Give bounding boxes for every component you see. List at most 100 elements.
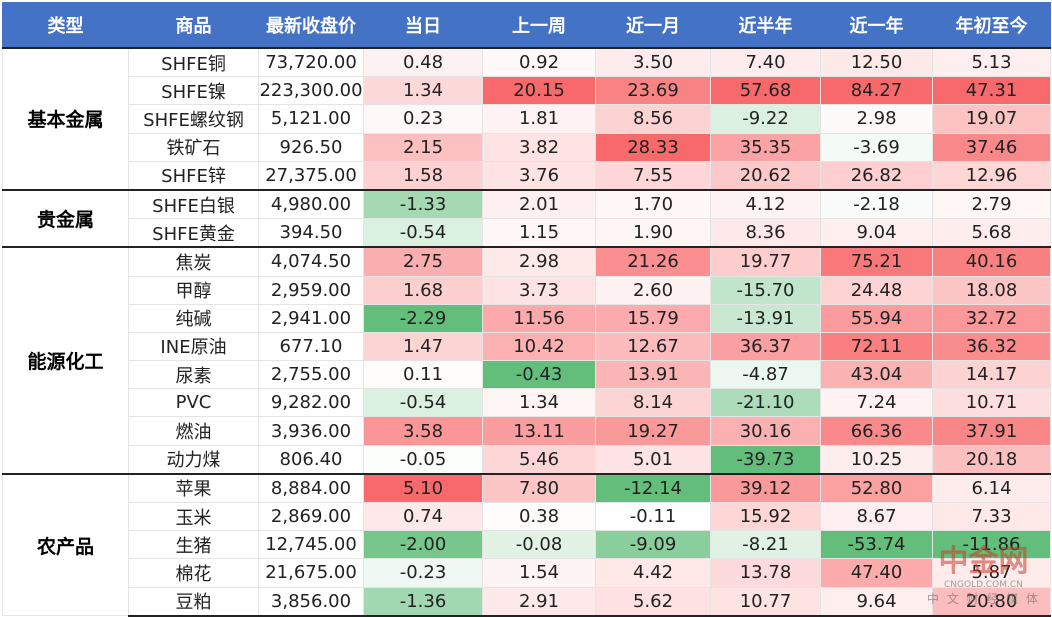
table-row: INE原油 677.10 1.47 10.42 12.67 36.37 72.11 36.32 bbox=[3, 331, 1051, 362]
change-cell: 2.79 bbox=[932, 188, 1051, 220]
product-cell: 棉花 bbox=[128, 558, 259, 588]
change-cell: 19.77 bbox=[710, 246, 821, 277]
change-cell: -4.87 bbox=[710, 360, 821, 390]
change-cell: 20.15 bbox=[482, 76, 596, 106]
change-cell: 2.98 bbox=[482, 246, 596, 277]
product-cell: 甲醇 bbox=[128, 275, 259, 305]
watermark-name: 中金网 bbox=[938, 544, 1029, 579]
price-cell: 394.50 bbox=[258, 218, 364, 248]
product-cell: SHFE镍 bbox=[128, 76, 259, 106]
table-row: PVC 9,282.00 -0.54 1.34 8.14 -21.10 7.24 10.71 bbox=[3, 388, 1051, 418]
change-cell: 0.48 bbox=[363, 47, 483, 78]
change-cell: 15.79 bbox=[595, 303, 711, 333]
price-cell: 223,300.00 bbox=[258, 76, 364, 106]
table-row: 尿素 2,755.00 0.11 -0.43 13.91 -4.87 43.04 14.17 bbox=[3, 360, 1051, 390]
change-cell: 1.54 bbox=[482, 558, 596, 588]
change-cell: 72.11 bbox=[820, 331, 933, 362]
change-cell: 7.33 bbox=[932, 501, 1051, 532]
price-cell: 926.50 bbox=[258, 132, 364, 162]
group-cell: 能源化工 bbox=[2, 246, 129, 475]
change-cell: 2.01 bbox=[482, 188, 596, 220]
product-cell: SHFE锌 bbox=[128, 160, 259, 191]
change-cell: 7.80 bbox=[482, 472, 596, 503]
change-cell: 0.11 bbox=[363, 360, 483, 390]
table-row: SHFE锌 27,375.00 1.58 3.76 7.55 20.62 26.82 12.9… bbox=[3, 160, 1051, 191]
group-cell: 农产品 bbox=[2, 472, 129, 617]
product-cell: 纯碱 bbox=[128, 303, 259, 333]
change-cell: 10.77 bbox=[710, 586, 821, 617]
price-cell: 3,856.00 bbox=[258, 586, 364, 617]
change-cell: 15.92 bbox=[710, 501, 821, 532]
change-cell: 4.12 bbox=[710, 188, 821, 220]
change-cell: 12.67 bbox=[595, 331, 711, 362]
change-cell: 47.40 bbox=[820, 558, 933, 588]
change-cell: 2.60 bbox=[595, 275, 711, 305]
watermark-tagline: 中 文 财 经 媒 体 bbox=[926, 592, 1040, 606]
table-row: 豆粕 3,856.00 -1.36 2.91 5.62 10.77 9.64 20.80 bbox=[3, 586, 1051, 617]
change-cell: 13.78 bbox=[710, 558, 821, 588]
change-cell: 5.46 bbox=[482, 444, 596, 475]
change-cell: -9.22 bbox=[710, 104, 821, 134]
watermark: 中金网 CNGOLD.COM.CN 中 文 财 经 媒 体 bbox=[927, 536, 1040, 607]
product-cell: 玉米 bbox=[128, 501, 259, 532]
price-cell: 8,884.00 bbox=[258, 472, 364, 503]
change-cell: -0.08 bbox=[482, 530, 596, 560]
change-cell: 8.67 bbox=[820, 501, 933, 532]
price-cell: 5,121.00 bbox=[258, 104, 364, 134]
table-row: 能源化工 焦炭 4,074.50 2.75 2.98 21.26 19.77 75.21 40.… bbox=[2, 246, 1051, 475]
change-cell: 1.70 bbox=[595, 188, 711, 220]
change-cell: 5.87 bbox=[932, 558, 1051, 588]
change-cell: 5.10 bbox=[363, 472, 483, 503]
price-cell: 21,675.00 bbox=[258, 558, 364, 588]
change-cell: 12.96 bbox=[932, 160, 1051, 191]
price-cell: 9,282.00 bbox=[258, 388, 364, 418]
change-cell: 9.64 bbox=[820, 586, 933, 617]
change-cell: 11.56 bbox=[482, 303, 596, 333]
change-cell: 3.58 bbox=[363, 416, 483, 446]
change-cell: 36.32 bbox=[932, 331, 1051, 362]
change-cell: 6.14 bbox=[932, 472, 1051, 503]
change-cell: 3.82 bbox=[482, 132, 596, 162]
change-cell: -8.21 bbox=[710, 530, 821, 560]
product-cell: SHFE白银 bbox=[128, 188, 259, 220]
change-cell: 3.73 bbox=[482, 275, 596, 305]
price-cell: 4,980.00 bbox=[258, 188, 364, 220]
group-cell: 贵金属 bbox=[2, 188, 129, 248]
table-row: 纯碱 2,941.00 -2.29 11.56 15.79 -13.91 55.94 32.7… bbox=[3, 303, 1051, 333]
change-cell: 0.23 bbox=[363, 104, 483, 134]
table-row: 棉花 21,675.00 -0.23 1.54 4.42 13.78 47.40 5.87 bbox=[3, 558, 1051, 588]
change-cell: 10.25 bbox=[820, 444, 933, 475]
change-cell: 36.37 bbox=[710, 331, 821, 362]
change-cell: 4.42 bbox=[595, 558, 711, 588]
product-cell: INE原油 bbox=[128, 331, 259, 362]
change-cell: 18.08 bbox=[932, 275, 1051, 305]
table-row: SHFE黄金 394.50 -0.54 1.15 1.90 8.36 9.04 5.68 bbox=[3, 218, 1051, 248]
table-row: 基本金属 SHFE铜 73,720.00 0.48 0.92 3.50 7.40 12.50 5… bbox=[2, 47, 1051, 191]
change-cell: 21.26 bbox=[595, 246, 711, 277]
change-cell: 28.33 bbox=[595, 132, 711, 162]
price-cell: 806.40 bbox=[258, 444, 364, 475]
change-cell: 19.07 bbox=[932, 104, 1051, 134]
change-cell: 35.35 bbox=[710, 132, 821, 162]
change-cell: 3.76 bbox=[482, 160, 596, 191]
header-cell: 近半年 bbox=[710, 2, 821, 49]
product-cell: 豆粕 bbox=[128, 586, 259, 617]
change-cell: -1.33 bbox=[363, 188, 483, 220]
price-cell: 677.10 bbox=[258, 331, 364, 362]
change-cell: 23.69 bbox=[595, 76, 711, 106]
change-cell: 7.40 bbox=[710, 47, 821, 78]
product-cell: SHFE铜 bbox=[128, 47, 259, 78]
change-cell: 5.01 bbox=[595, 444, 711, 475]
table-row: SHFE镍 223,300.00 1.34 20.15 23.69 57.68 84.27 4… bbox=[3, 76, 1051, 106]
change-cell: 1.81 bbox=[482, 104, 596, 134]
price-cell: 2,959.00 bbox=[258, 275, 364, 305]
change-cell: -53.74 bbox=[820, 530, 933, 560]
change-cell: -0.23 bbox=[363, 558, 483, 588]
change-cell: 5.13 bbox=[932, 47, 1051, 78]
header-cell: 当日 bbox=[363, 2, 483, 49]
change-cell: 8.36 bbox=[710, 218, 821, 248]
change-cell: -12.14 bbox=[595, 472, 711, 503]
header-cell: 年初至今 bbox=[932, 2, 1051, 49]
product-cell: 铁矿石 bbox=[128, 132, 259, 162]
